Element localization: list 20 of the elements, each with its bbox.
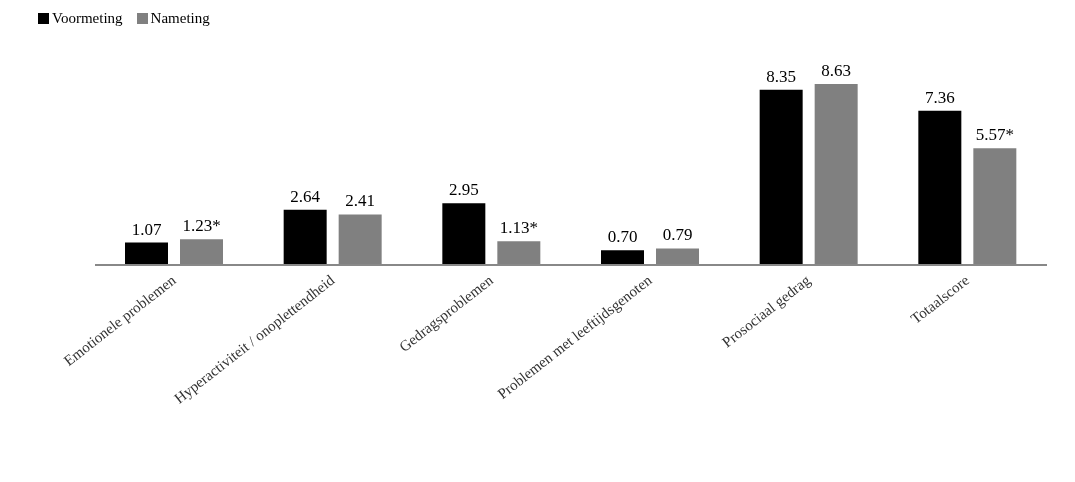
bar [918, 110, 962, 265]
bar [442, 203, 486, 265]
bar [759, 89, 803, 265]
data-label: 2.64 [290, 186, 321, 206]
data-label: 0.70 [607, 227, 638, 247]
bar [283, 209, 327, 265]
data-label: 1.07 [131, 219, 162, 239]
legend-label: Voormeting [51, 10, 123, 27]
data-label: 2.41 [345, 191, 376, 211]
legend-label: Nameting [149, 10, 210, 27]
data-label: 5.57* [975, 125, 1014, 145]
bar [601, 250, 644, 265]
data-label: 8.35 [766, 66, 797, 86]
data-label: 7.36 [924, 87, 955, 107]
data-label: 0.79 [662, 225, 693, 245]
data-label: 8.63 [821, 61, 852, 80]
data-label: 2.95 [448, 180, 479, 200]
bar [125, 242, 168, 265]
data-label: 1.13* [499, 218, 538, 238]
data-label: 1.23* [182, 216, 221, 236]
